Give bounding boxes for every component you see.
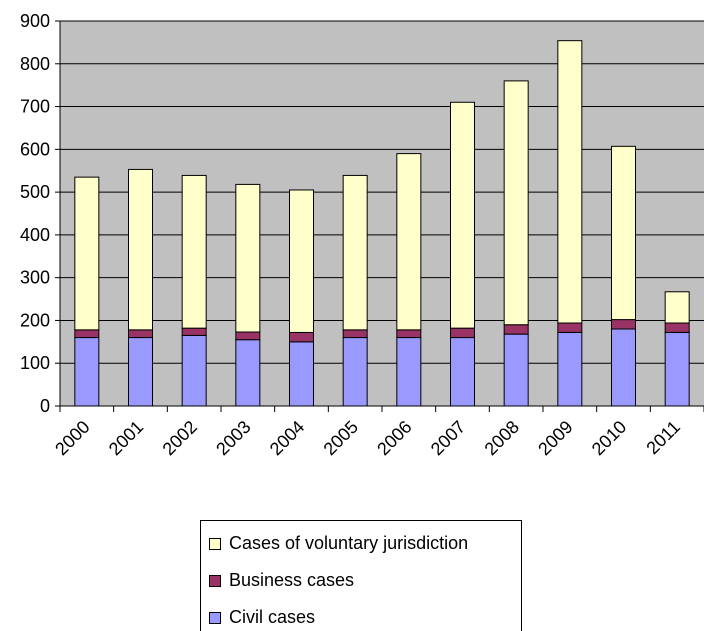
y-tick-label-700: 700: [20, 97, 50, 117]
bar-2002-cases-of-voluntary-jurisdiction: [181, 174, 207, 329]
axes: [55, 20, 704, 412]
y-tick-label-200: 200: [20, 310, 50, 330]
bar-2000-business-cases: [74, 329, 100, 339]
legend-label-voluntary-jurisdiction: Cases of voluntary jurisdiction: [229, 533, 469, 553]
bar-2009-cases-of-voluntary-jurisdiction: [557, 40, 583, 324]
legend-item-civil-cases: Civil cases: [209, 607, 315, 628]
legend-label-civil-cases: Civil cases: [229, 607, 316, 627]
legend: Cases of voluntary jurisdiction Business…: [200, 520, 522, 631]
bar-2005-business-cases: [342, 329, 368, 339]
bar-2001-civil-cases: [128, 337, 153, 407]
x-tick-label-2010: 2010: [588, 417, 630, 459]
bar-2008-civil-cases: [503, 333, 529, 407]
bar-2010-civil-cases: [611, 328, 636, 407]
bar-2004-cases-of-voluntary-jurisdiction: [289, 189, 314, 333]
legend-item-business-cases: Business cases: [209, 570, 354, 591]
bar-2004-business-cases: [289, 331, 314, 343]
x-tick-labels: 2000 2001 2002 2003 2004 2005 2006 2007 2008 2009…: [51, 417, 684, 459]
bar-2003-cases-of-voluntary-jurisdiction: [235, 183, 261, 333]
legend-swatch-civil-cases: [209, 611, 221, 624]
bar-2010-business-cases: [611, 319, 636, 330]
legend-item-voluntary-jurisdiction: Cases of voluntary jurisdiction: [209, 533, 468, 554]
bar-2011-business-cases: [664, 322, 690, 333]
x-tick-label-2007: 2007: [427, 417, 469, 459]
x-tick-label-2001: 2001: [105, 417, 147, 459]
bar-2011-civil-cases: [664, 331, 690, 407]
bar-2003-civil-cases: [235, 339, 261, 407]
y-tick-label-900: 900: [20, 11, 50, 31]
bar-2001-cases-of-voluntary-jurisdiction: [128, 168, 153, 331]
bar-2007-business-cases: [450, 327, 475, 339]
legend-swatch-voluntary-jurisdiction: [209, 537, 221, 550]
y-tick-labels: 0 100 200 300 400 500 600 700 800 900: [20, 11, 50, 416]
x-tick-label-2008: 2008: [481, 417, 523, 459]
x-tick-label-2003: 2003: [212, 417, 254, 459]
x-tick-label-2005: 2005: [320, 417, 362, 459]
bar-2006-cases-of-voluntary-jurisdiction: [396, 153, 422, 331]
bar-2005-cases-of-voluntary-jurisdiction: [342, 174, 368, 331]
y-tick-label-300: 300: [20, 268, 50, 288]
plot-area: [60, 21, 704, 406]
bar-2008-business-cases: [503, 324, 529, 335]
x-tick-label-2011: 2011: [642, 417, 684, 459]
bar-2008-cases-of-voluntary-jurisdiction: [503, 80, 529, 326]
legend-swatch-business-cases: [209, 574, 221, 587]
bar-2010-cases-of-voluntary-jurisdiction: [611, 145, 636, 321]
legend-label-business-cases: Business cases: [229, 570, 355, 590]
y-tick-label-0: 0: [40, 396, 50, 416]
gridlines: [60, 20, 704, 364]
y-tick-label-600: 600: [20, 139, 50, 159]
x-tick-label-2002: 2002: [159, 417, 201, 459]
y-tick-label-100: 100: [20, 353, 50, 373]
x-tick-label-2006: 2006: [373, 417, 415, 459]
bar-2002-civil-cases: [181, 334, 207, 407]
bar-2001-business-cases: [128, 329, 153, 339]
x-tick-label-2009: 2009: [534, 417, 576, 459]
bar-2007-cases-of-voluntary-jurisdiction: [450, 101, 475, 329]
x-tick-label-2004: 2004: [266, 417, 308, 459]
bar-2002-business-cases: [181, 327, 207, 336]
y-tick-label-400: 400: [20, 225, 50, 245]
y-tick-label-800: 800: [20, 54, 50, 74]
y-tick-label-500: 500: [20, 182, 50, 202]
bar-2006-civil-cases: [396, 337, 422, 407]
bar-2004-civil-cases: [289, 341, 314, 407]
bar-2006-business-cases: [396, 329, 422, 339]
bar-2007-civil-cases: [450, 337, 475, 407]
x-tick-label-2000: 2000: [51, 417, 93, 459]
bar-2009-business-cases: [557, 322, 583, 333]
bars: [74, 40, 690, 407]
bar-2005-civil-cases: [342, 337, 368, 407]
bar-2000-cases-of-voluntary-jurisdiction: [74, 176, 100, 331]
bar-2011-cases-of-voluntary-jurisdiction: [664, 291, 690, 324]
bar-2000-civil-cases: [74, 337, 100, 407]
bar-2003-business-cases: [235, 331, 261, 341]
bar-2009-civil-cases: [557, 331, 583, 407]
